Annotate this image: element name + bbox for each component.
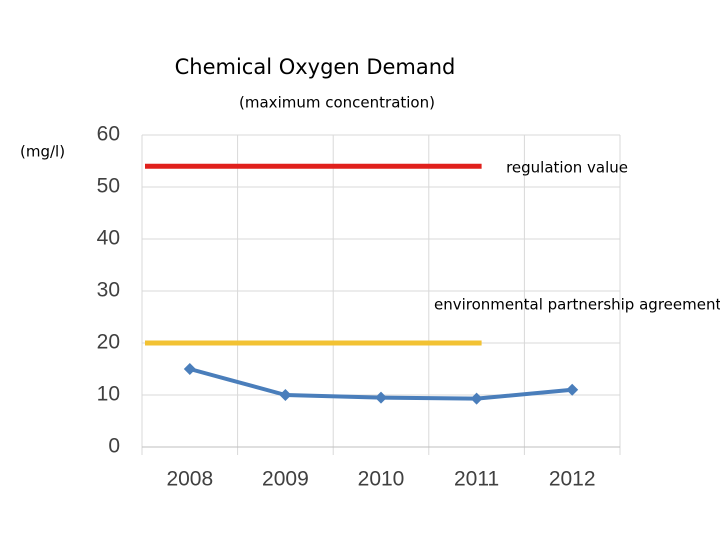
y-tick-label: 0 xyxy=(108,435,120,458)
x-tick-label: 2010 xyxy=(358,468,405,491)
data-point xyxy=(375,391,387,404)
y-tick-label: 40 xyxy=(97,227,120,250)
data-point xyxy=(566,383,579,396)
y-tick-label: 20 xyxy=(97,331,120,354)
y-tick-label: 10 xyxy=(97,383,120,406)
y-tick-label: 60 xyxy=(97,123,120,146)
data-point xyxy=(470,392,483,405)
chart-title: Chemical Oxygen Demand xyxy=(175,55,456,79)
reference-label: regulation value xyxy=(506,159,628,177)
reference-label: environmental partnership agreement xyxy=(434,296,720,314)
x-tick-label: 2009 xyxy=(262,468,309,491)
y-tick-label: 30 xyxy=(97,279,120,302)
chart-subtitle: (maximum concentration) xyxy=(239,94,435,112)
y-tick-label: 50 xyxy=(97,175,120,198)
x-tick-label: 2011 xyxy=(454,468,499,491)
x-tick-label: 2008 xyxy=(166,468,213,491)
data-point xyxy=(183,363,196,375)
data-point xyxy=(279,389,292,401)
x-tick-label: 2012 xyxy=(549,468,596,491)
y-axis-label: (mg/l) xyxy=(20,143,65,161)
